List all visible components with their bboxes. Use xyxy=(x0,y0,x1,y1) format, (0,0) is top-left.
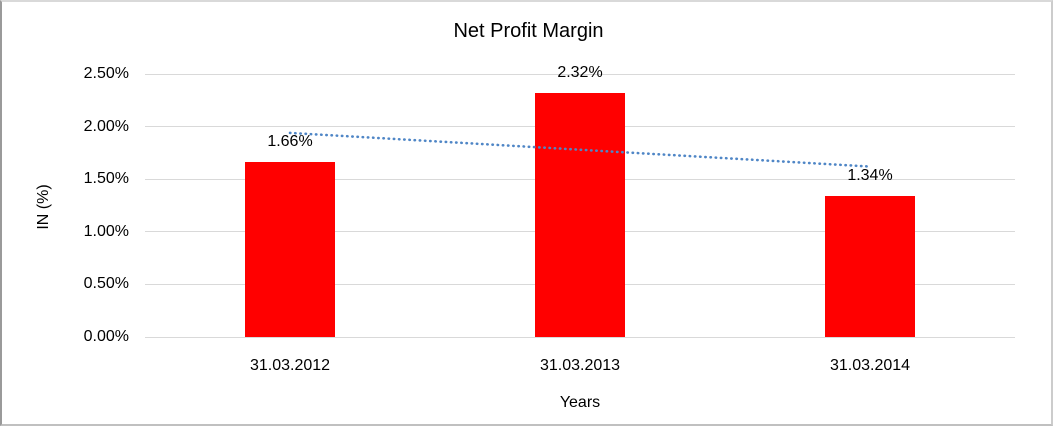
chart-title: Net Profit Margin xyxy=(453,20,604,42)
x-tick-label-31.03.2013: 31.03.2013 xyxy=(539,357,621,374)
x-tick-label-31.03.2014: 31.03.2014 xyxy=(829,357,911,374)
gridline xyxy=(145,73,1015,75)
y-tick-label: 0.00% xyxy=(83,328,129,345)
y-tick-label: 1.00% xyxy=(83,222,129,240)
bar-31.03.2012 xyxy=(245,162,335,337)
x-tick-label-31.03.2012: 31.03.2012 xyxy=(249,357,331,374)
y-tick-label: 2.50% xyxy=(83,65,129,82)
gridline xyxy=(145,336,1015,338)
y-tick-label: 0.50% xyxy=(83,275,129,293)
bar-31.03.2013 xyxy=(535,92,625,337)
bar-31.03.2014 xyxy=(825,196,915,337)
x-axis-title: Years xyxy=(559,394,601,411)
y-tick-label: 2.00% xyxy=(83,117,129,135)
data-label-31.03.2013: 2.32% xyxy=(557,63,603,81)
trendline-path xyxy=(288,131,872,168)
y-tick-label: 1.50% xyxy=(83,170,129,188)
data-label-31.03.2014: 1.34% xyxy=(847,167,893,185)
data-label-31.03.2012: 1.66% xyxy=(267,133,313,151)
